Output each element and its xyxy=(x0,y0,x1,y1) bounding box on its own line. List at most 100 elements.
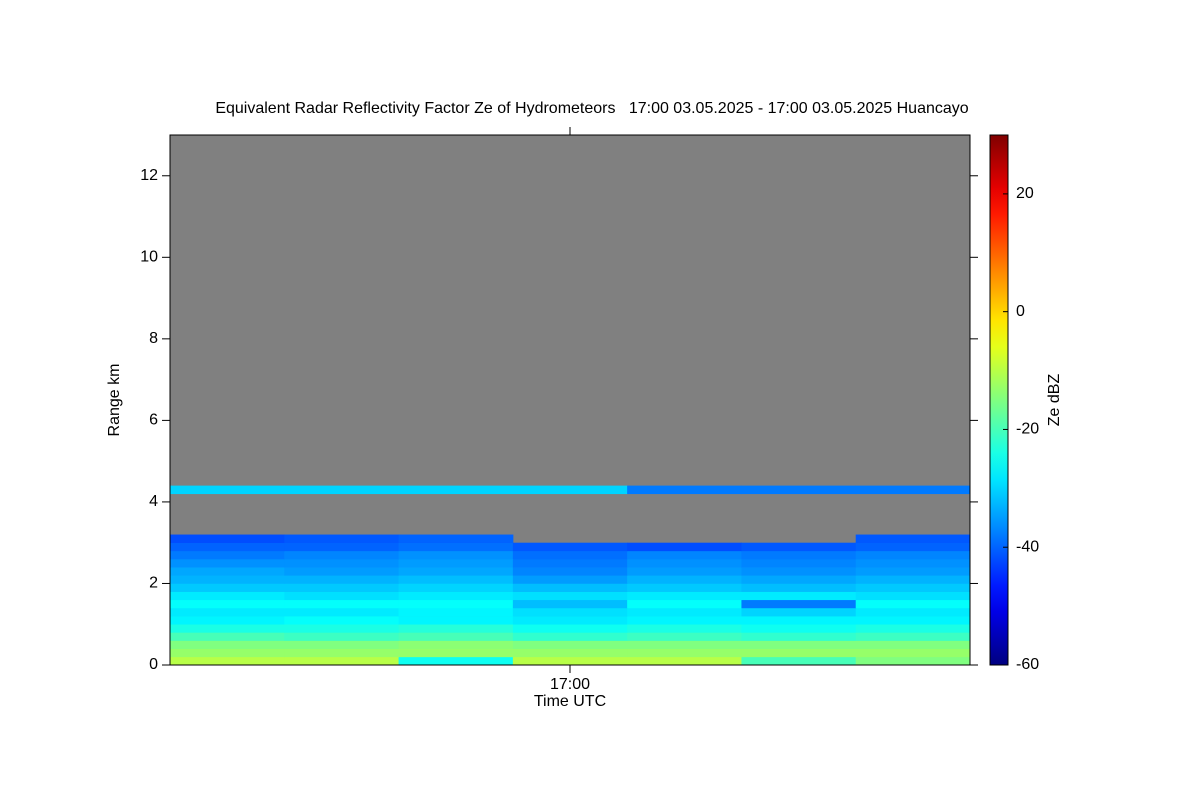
heatmap-cell xyxy=(170,591,285,601)
heatmap-cell xyxy=(855,607,971,617)
heatmap-cell xyxy=(741,575,857,584)
heatmap-cell xyxy=(398,616,514,625)
heatmap-cell xyxy=(170,534,285,543)
y-tick-label: 12 xyxy=(140,167,158,184)
heatmap-cell xyxy=(855,624,971,633)
heatmap-cell xyxy=(398,648,514,658)
heatmap-cell xyxy=(627,648,742,658)
heatmap-cell xyxy=(627,567,742,576)
heatmap-cell xyxy=(170,559,285,568)
heatmap-cell xyxy=(855,567,971,576)
heatmap-cell xyxy=(284,575,400,584)
heatmap-cell xyxy=(855,640,971,649)
heatmap-cell xyxy=(284,648,400,658)
heatmap-cell xyxy=(855,616,971,625)
heatmap-cell xyxy=(741,542,857,552)
heatmap-cell xyxy=(512,550,628,560)
heatmap-cell xyxy=(170,624,285,633)
heatmap-cell xyxy=(741,640,857,649)
heatmap-cell xyxy=(170,607,285,617)
colorbar-label: Ze dBZ xyxy=(1046,374,1063,427)
heatmap-cell xyxy=(741,583,857,592)
heatmap-cell xyxy=(855,542,971,552)
heatmap-cell xyxy=(284,534,400,543)
heatmap-cell xyxy=(627,632,742,641)
y-tick-label: 0 xyxy=(149,656,158,673)
heatmap-cell xyxy=(627,542,742,552)
heatmap-cell xyxy=(398,534,514,543)
heatmap-cell xyxy=(627,550,742,560)
heatmap-cell xyxy=(741,485,857,495)
heatmap-cell xyxy=(627,485,742,495)
x-tick-label: 17:00 xyxy=(550,676,590,693)
heatmap-cell xyxy=(627,575,742,584)
heatmap-cell xyxy=(627,559,742,568)
heatmap-cell xyxy=(627,656,742,666)
heatmap-cell xyxy=(284,616,400,625)
heatmap-cell xyxy=(741,624,857,633)
heatmap-cell xyxy=(170,632,285,641)
heatmap-cell xyxy=(855,632,971,641)
heatmap-cell xyxy=(855,583,971,592)
heatmap-cell xyxy=(855,559,971,568)
heatmap-cell xyxy=(741,550,857,560)
heatmap-cell xyxy=(512,624,628,633)
y-tick-label: 6 xyxy=(149,412,158,429)
heatmap-cell xyxy=(741,616,857,625)
heatmap-cell xyxy=(741,591,857,601)
heatmap-cell xyxy=(512,583,628,592)
heatmap-cell xyxy=(170,648,285,658)
y-tick-label: 2 xyxy=(149,575,158,592)
heatmap-cell xyxy=(170,567,285,576)
heatmap-cell xyxy=(512,542,628,552)
heatmap-cell xyxy=(170,550,285,560)
heatmap-cell xyxy=(512,591,628,601)
heatmap-cell xyxy=(398,599,514,609)
heatmap-cell xyxy=(398,542,514,552)
heatmap-cell xyxy=(741,607,857,617)
heatmap-cell xyxy=(627,583,742,592)
heatmap-cell xyxy=(284,583,400,592)
heatmap-cell xyxy=(512,607,628,617)
heatmap-cell xyxy=(627,591,742,601)
x-axis-label: Time UTC xyxy=(534,693,606,710)
heatmap-cell xyxy=(398,485,514,495)
heatmap-cell xyxy=(284,591,400,601)
heatmap-cell xyxy=(512,567,628,576)
heatmap-cell xyxy=(741,599,857,609)
chart-title: Equivalent Radar Reflectivity Factor Ze … xyxy=(215,100,968,117)
heatmap-cell xyxy=(741,567,857,576)
heatmap-cell xyxy=(170,485,285,495)
heatmap-cell xyxy=(170,616,285,625)
heatmap-cell xyxy=(512,648,628,658)
heatmap-cell xyxy=(741,648,857,658)
heatmap-cell xyxy=(398,656,514,666)
heatmap-cell xyxy=(170,575,285,584)
heatmap-cell xyxy=(855,534,971,543)
y-tick-label: 10 xyxy=(140,249,158,266)
heatmap-cell xyxy=(284,656,400,666)
heatmap-cell xyxy=(512,559,628,568)
heatmap-cell xyxy=(398,632,514,641)
heatmap-cell xyxy=(855,591,971,601)
heatmap-cell xyxy=(512,485,628,495)
heatmap-cell xyxy=(741,632,857,641)
heatmap-cell xyxy=(284,559,400,568)
heatmap-cell xyxy=(170,583,285,592)
heatmap-cell xyxy=(398,559,514,568)
heatmap-cell xyxy=(512,656,628,666)
heatmap-cell xyxy=(284,607,400,617)
heatmap-cell xyxy=(398,550,514,560)
heatmap-cell xyxy=(398,575,514,584)
colorbar-tick-label: -60 xyxy=(1016,656,1039,673)
heatmap-cell xyxy=(512,616,628,625)
colorbar-tick-label: 0 xyxy=(1016,303,1025,320)
heatmap-cell xyxy=(627,599,742,609)
colorbar-tick-label: 20 xyxy=(1016,185,1034,202)
heatmap-cell xyxy=(855,485,971,495)
heatmap-cell xyxy=(398,607,514,617)
heatmap-cell xyxy=(741,559,857,568)
heatmap-cell xyxy=(512,640,628,649)
